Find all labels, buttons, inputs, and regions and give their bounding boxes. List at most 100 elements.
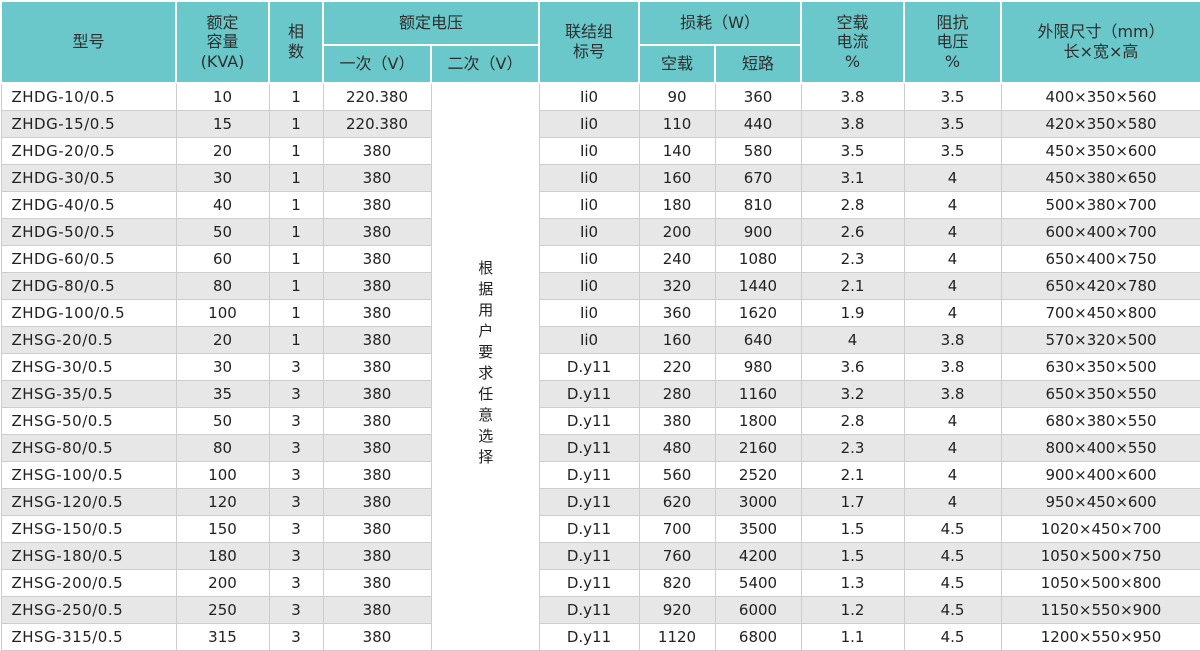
cell-no-load-current: 2.8 [800,406,905,435]
cell-no-load-current: 1.2 [800,595,905,624]
cell-impedance-voltage: 4 [903,163,1002,192]
header-short-circuit-loss: 短路 [714,44,803,84]
cell-model: ZHSG-80/0.5 [0,433,177,462]
cell-short-circuit-loss: 640 [714,325,802,354]
cell-model: ZHSG-180/0.5 [0,541,177,570]
cell-model: ZHSG-250/0.5 [0,595,177,624]
cell-primary-voltage: 380 [322,352,432,381]
header-no-load-current: 空载 电流 % [800,0,906,84]
table-row: ZHSG-80/0.5 80 3 380 D.y11 480 2160 2.3 4 800×400… [0,433,1200,462]
cell-model: ZHSG-150/0.5 [0,514,177,543]
cell-no-load-current: 3.6 [800,352,905,381]
cell-short-circuit-loss: 1160 [714,379,802,408]
cell-vector-group: Ii0 [538,109,640,138]
cell-primary-voltage: 380 [322,163,432,192]
cell-primary-voltage: 380 [322,244,432,273]
cell-no-load-loss: 200 [638,217,716,246]
cell-impedance-voltage: 4 [903,298,1002,327]
cell-model: ZHSG-200/0.5 [0,568,177,597]
cell-short-circuit-loss: 580 [714,136,802,165]
cell-phases: 1 [268,298,324,327]
cell-dimensions: 600×400×700 [1000,217,1200,246]
cell-no-load-loss: 380 [638,406,716,435]
cell-phases: 3 [268,379,324,408]
cell-capacity: 100 [175,298,270,327]
cell-vector-group: D.y11 [538,595,640,624]
cell-no-load-current: 1.9 [800,298,905,327]
cell-capacity: 60 [175,244,270,273]
cell-short-circuit-loss: 1080 [714,244,802,273]
cell-dimensions: 450×380×650 [1000,163,1200,192]
cell-capacity: 120 [175,487,270,516]
cell-capacity: 10 [175,82,270,111]
cell-phases: 3 [268,568,324,597]
cell-impedance-voltage: 4 [903,460,1002,489]
cell-primary-voltage: 380 [322,190,432,219]
cell-capacity: 180 [175,541,270,570]
cell-dimensions: 1020×450×700 [1000,514,1200,543]
cell-dimensions: 1050×500×800 [1000,568,1200,597]
cell-phases: 1 [268,325,324,354]
cell-phases: 1 [268,136,324,165]
cell-primary-voltage: 380 [322,217,432,246]
cell-model: ZHDG-20/0.5 [0,136,177,165]
cell-no-load-loss: 140 [638,136,716,165]
cell-no-load-current: 1.5 [800,541,905,570]
cell-model: ZHDG-80/0.5 [0,271,177,300]
cell-impedance-voltage: 4 [903,406,1002,435]
cell-impedance-voltage: 3.5 [903,82,1002,111]
cell-capacity: 250 [175,595,270,624]
cell-vector-group: Ii0 [538,271,640,300]
cell-no-load-loss: 1120 [638,622,716,651]
cell-dimensions: 570×320×500 [1000,325,1200,354]
cell-capacity: 50 [175,217,270,246]
table-row: ZHDG-50/0.5 50 1 380 Ii0 200 900 2.6 4 600×400×70… [0,217,1200,246]
cell-vector-group: D.y11 [538,433,640,462]
cell-dimensions: 400×350×560 [1000,82,1200,111]
cell-short-circuit-loss: 1440 [714,271,802,300]
cell-vector-group: Ii0 [538,298,640,327]
cell-no-load-current: 3.2 [800,379,905,408]
cell-impedance-voltage: 4.5 [903,568,1002,597]
cell-short-circuit-loss: 1620 [714,298,802,327]
cell-phases: 3 [268,487,324,516]
cell-vector-group: D.y11 [538,514,640,543]
cell-primary-voltage: 380 [322,136,432,165]
cell-dimensions: 700×450×800 [1000,298,1200,327]
cell-vector-group: Ii0 [538,244,640,273]
cell-no-load-current: 2.8 [800,190,905,219]
cell-impedance-voltage: 4 [903,217,1002,246]
cell-phases: 3 [268,460,324,489]
cell-no-load-current: 3.8 [800,109,905,138]
table-row: ZHDG-15/0.5 15 1 220.380 Ii0 110 440 3.8 3.5 420×… [0,109,1200,138]
cell-model: ZHDG-10/0.5 [0,82,177,111]
cell-short-circuit-loss: 360 [714,82,802,111]
cell-short-circuit-loss: 2520 [714,460,802,489]
cell-primary-voltage: 380 [322,325,432,354]
cell-vector-group: Ii0 [538,217,640,246]
cell-no-load-loss: 320 [638,271,716,300]
cell-short-circuit-loss: 900 [714,217,802,246]
cell-vector-group: D.y11 [538,541,640,570]
cell-impedance-voltage: 4 [903,487,1002,516]
cell-no-load-loss: 160 [638,163,716,192]
header-rated-voltage: 额定电压 [321,0,541,46]
cell-model: ZHSG-30/0.5 [0,352,177,381]
table-row: ZHSG-30/0.5 30 3 380 D.y11 220 980 3.6 3.8 630×35… [0,352,1200,381]
table-row: ZHSG-35/0.5 35 3 380 D.y11 280 1160 3.2 3.8 650×3… [0,379,1200,408]
cell-short-circuit-loss: 6000 [714,595,802,624]
table-row: ZHSG-120/0.5 120 3 380 D.y11 620 3000 1.7 4 950×4… [0,487,1200,516]
cell-phases: 1 [268,190,324,219]
cell-phases: 3 [268,514,324,543]
table-row: ZHDG-60/0.5 60 1 380 Ii0 240 1080 2.3 4 650×400×7… [0,244,1200,273]
cell-vector-group: Ii0 [538,82,640,111]
table-row: ZHDG-10/0.5 10 1 220.380 根据用户要求任意选择 Ii0 90 360 3… [0,82,1200,651]
table-row: ZHDG-100/0.5 100 1 380 Ii0 360 1620 1.9 4 700×450… [0,298,1200,327]
cell-model: ZHDG-40/0.5 [0,190,177,219]
cell-impedance-voltage: 3.8 [903,352,1002,381]
cell-model: ZHSG-315/0.5 [0,622,177,651]
cell-no-load-loss: 560 [638,460,716,489]
cell-dimensions: 420×350×580 [1000,109,1200,138]
table-body: ZHDG-10/0.5 10 1 220.380 根据用户要求任意选择 Ii0 90 360 3… [0,82,1200,651]
